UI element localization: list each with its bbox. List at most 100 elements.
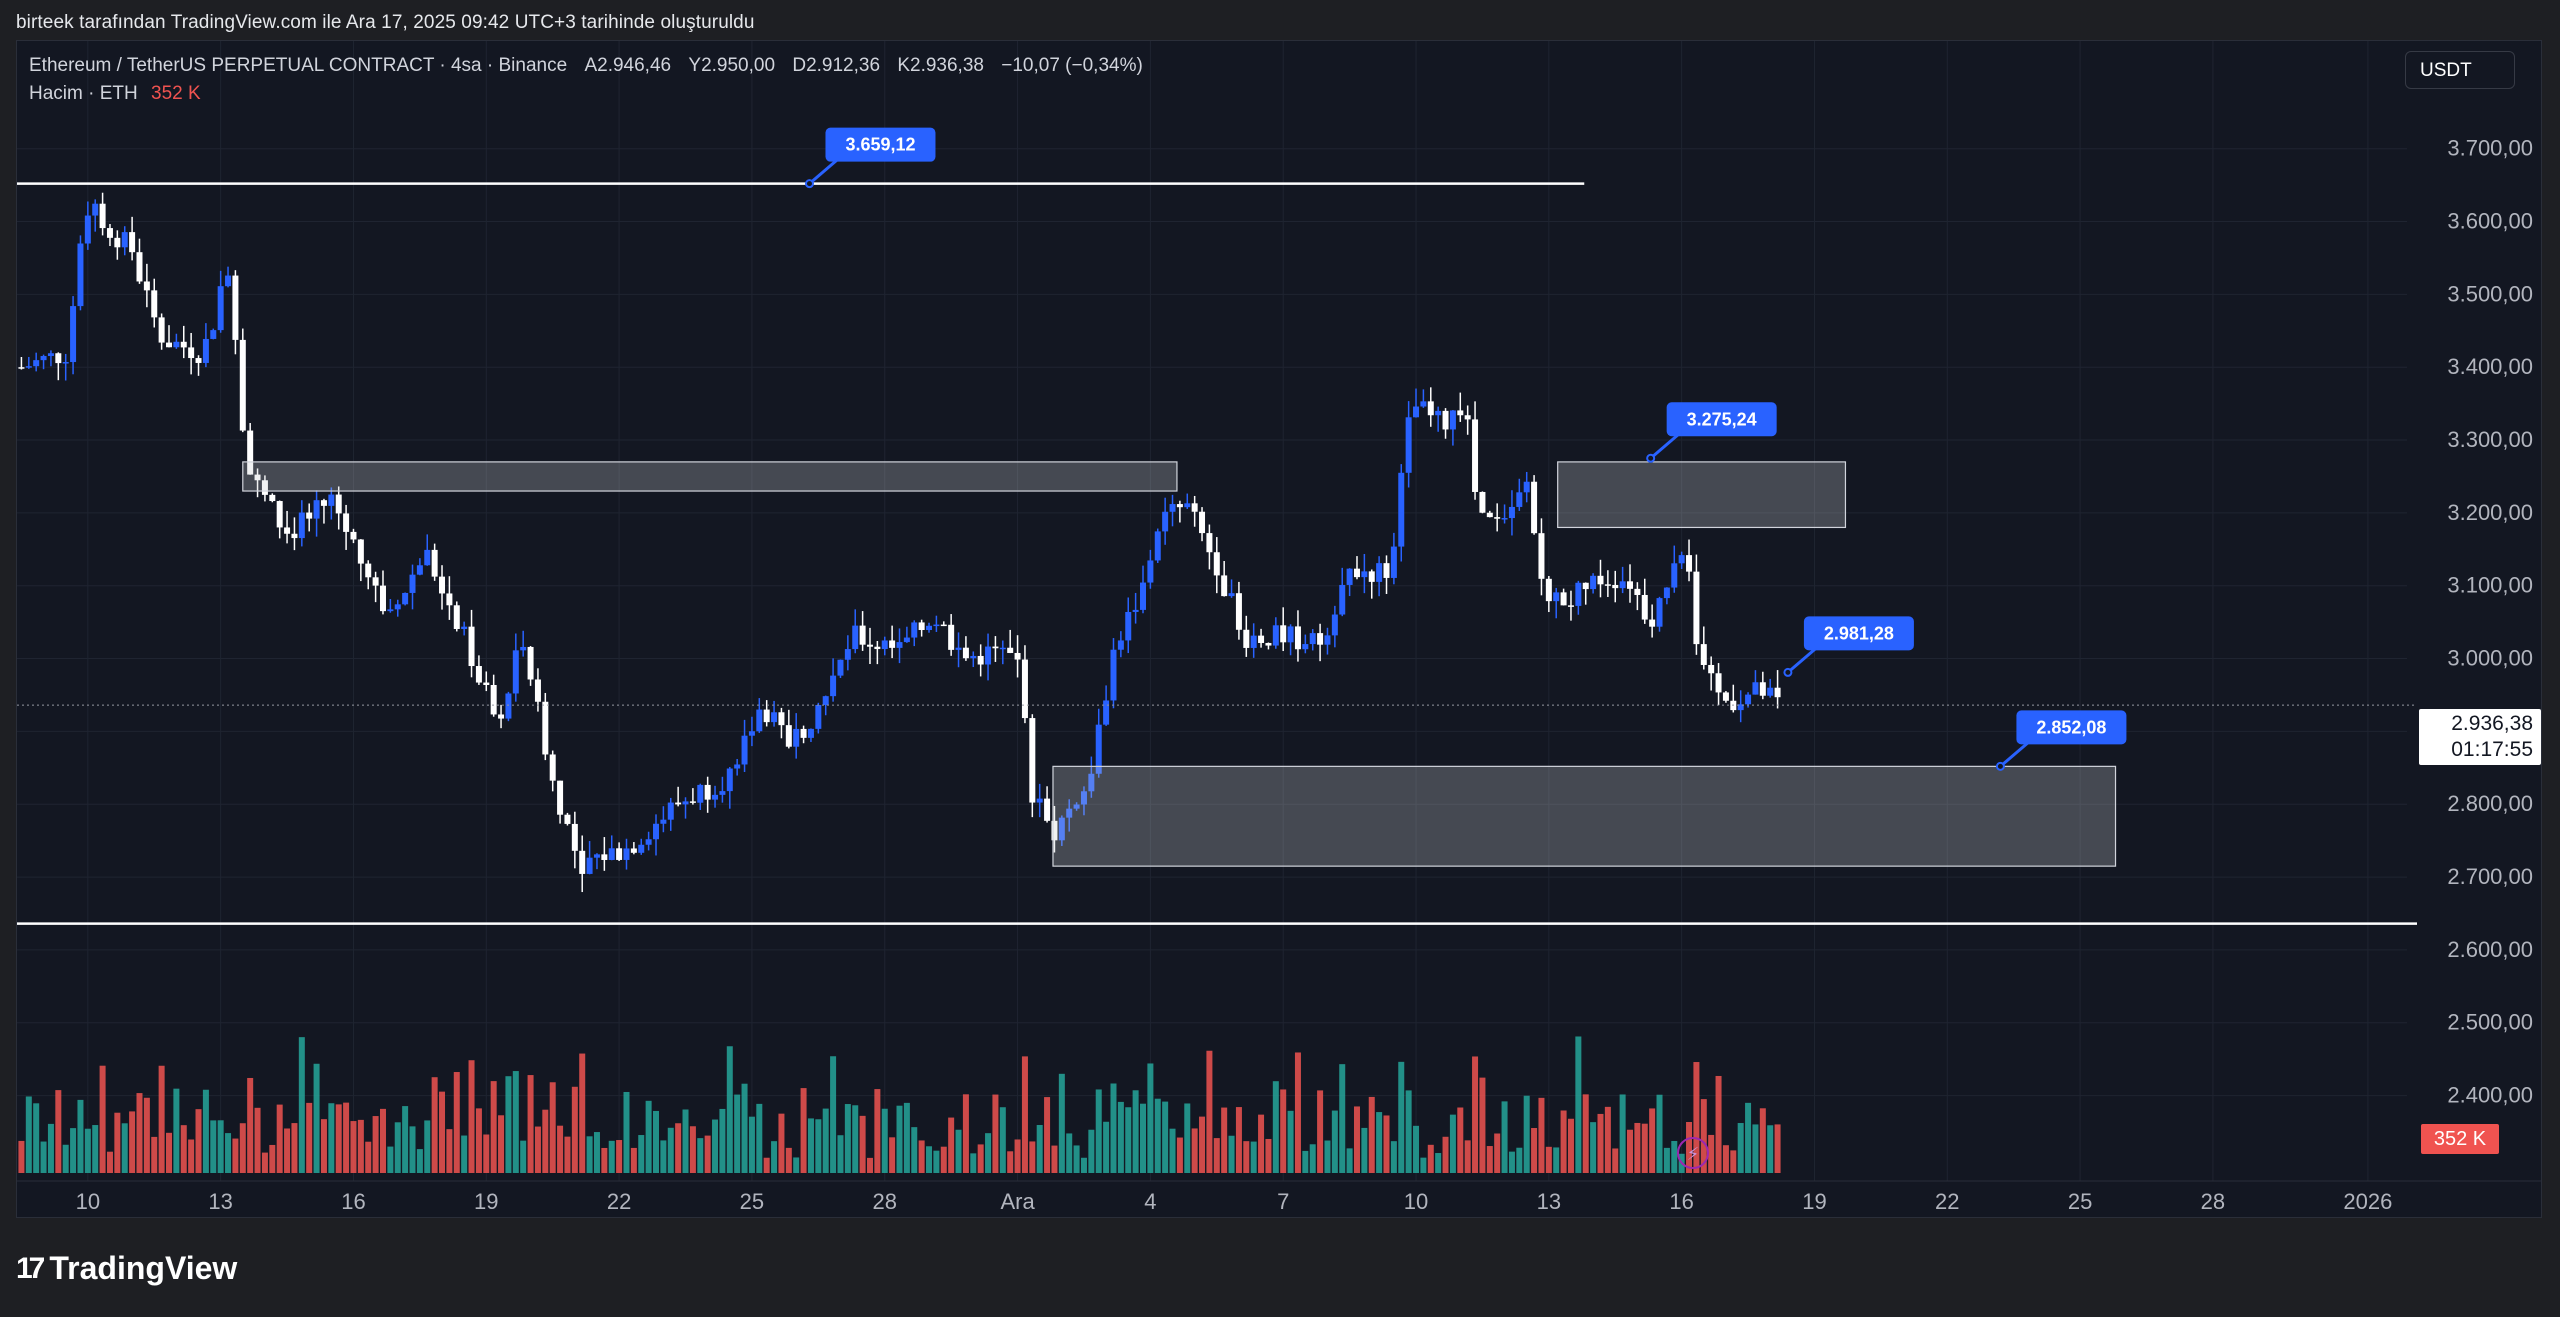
candle-body [638, 844, 645, 853]
volume-bar [1353, 1106, 1360, 1173]
volume-bar [689, 1126, 696, 1173]
candle-body [682, 801, 689, 805]
candle-body [1191, 503, 1198, 512]
volume-bar [557, 1125, 564, 1173]
volume-bar [1132, 1090, 1139, 1173]
volume-bar [166, 1132, 173, 1173]
candle-body [726, 768, 733, 792]
y-tick-label: 3.400,00 [2447, 354, 2533, 379]
candle-body [453, 605, 460, 629]
candle-body [1287, 626, 1294, 643]
candle-body [1021, 659, 1028, 719]
candle-body [1103, 700, 1110, 725]
volume-bar [1656, 1094, 1663, 1173]
chart-panel[interactable]: 3.700,00 3.600,00 3.500,00 3.400,00 3.300,00… [16, 40, 2542, 1218]
candle-body [1567, 605, 1574, 607]
candle-body [623, 848, 630, 860]
candle-body [1413, 406, 1420, 418]
candle-body [771, 712, 778, 723]
candle-body [284, 527, 291, 534]
volume-bar [202, 1089, 209, 1173]
candle-body [202, 338, 209, 363]
candle-body [903, 637, 910, 643]
candle-body [92, 203, 99, 216]
volume-bar [1272, 1081, 1279, 1173]
candle-body [461, 626, 468, 629]
x-tick-label: 25 [740, 1189, 764, 1214]
volume-bar [645, 1100, 652, 1173]
candle-body [1339, 584, 1346, 615]
volume-bar [158, 1065, 165, 1173]
x-tick-label: 10 [1404, 1189, 1428, 1214]
price-chart[interactable]: 3.700,00 3.600,00 3.500,00 3.400,00 3.300,00… [17, 41, 2542, 1218]
candle-body [1604, 584, 1611, 586]
volume-bar [999, 1107, 1006, 1173]
candle-body [320, 500, 327, 506]
volume-value: 352 K [151, 83, 201, 104]
candle-body [121, 232, 128, 248]
volume-bar [579, 1053, 586, 1173]
volume-bar [756, 1103, 763, 1173]
volume-bar [896, 1105, 903, 1173]
price-label-pointer [1786, 647, 1817, 674]
candle-body [1383, 563, 1390, 578]
volume-bar [446, 1129, 453, 1173]
volume-bar [1531, 1128, 1538, 1173]
candle-body [1346, 568, 1353, 585]
candle-body [1464, 415, 1471, 420]
quote-currency-button[interactable]: USDT [2405, 51, 2515, 89]
candle-body [1649, 619, 1656, 627]
candle-body [106, 228, 113, 238]
x-tick-label: 19 [474, 1189, 498, 1214]
candle-body [593, 854, 600, 858]
volume-bar [1383, 1115, 1390, 1173]
volume-bar [1235, 1107, 1242, 1173]
volume-bar [1058, 1073, 1065, 1173]
volume-bar [1110, 1083, 1117, 1173]
candle-body [741, 735, 748, 765]
volume-bar [1479, 1077, 1486, 1173]
candle-body [269, 494, 276, 502]
symbol-title[interactable]: Ethereum / TetherUS PERPETUAL CONTRACT ·… [29, 55, 568, 76]
candle-body [911, 622, 918, 638]
candle-body [1066, 808, 1073, 818]
volume-bar [180, 1125, 187, 1173]
volume-bar [1649, 1108, 1656, 1173]
x-tick-label: 22 [607, 1189, 631, 1214]
volume-bar [1309, 1144, 1316, 1173]
volume-bar [527, 1075, 534, 1173]
candle-body [1449, 410, 1456, 430]
candle-body [1088, 773, 1095, 792]
volume-bar [704, 1135, 711, 1173]
volume-bar [232, 1138, 239, 1173]
price-label-anchor [1646, 453, 1656, 463]
volume-bar [151, 1136, 158, 1173]
volume-bar [933, 1150, 940, 1173]
volume-bar [1066, 1133, 1073, 1173]
volume-label[interactable]: Hacim · ETH [29, 83, 138, 104]
x-tick-label: 28 [2201, 1189, 2225, 1214]
close-label: K [897, 55, 910, 76]
low-value: 2.912,36 [806, 55, 881, 76]
volume-bar [992, 1094, 999, 1173]
candle-body [1110, 649, 1117, 701]
candle-body [1486, 512, 1493, 518]
candle-body [483, 682, 490, 686]
volume-bar [667, 1127, 674, 1173]
price-label-text: 2.981,28 [1824, 623, 1894, 643]
volume-bar [394, 1122, 401, 1173]
candle-body [1280, 625, 1287, 643]
candle-body [254, 474, 261, 481]
volume-bar [1745, 1102, 1752, 1173]
volume-bar [962, 1094, 969, 1173]
tradingview-logo[interactable]: 17 TradingView [16, 1250, 237, 1287]
candle-body [896, 642, 903, 648]
candle-body [1457, 410, 1464, 416]
close-value: 2.936,38 [910, 55, 984, 76]
volume-bar [1730, 1150, 1737, 1173]
candle-body [844, 649, 851, 660]
volume-bar [1140, 1103, 1147, 1173]
candle-body [1302, 644, 1309, 650]
candle-body [298, 512, 305, 539]
x-tick-label: 13 [1537, 1189, 1561, 1214]
